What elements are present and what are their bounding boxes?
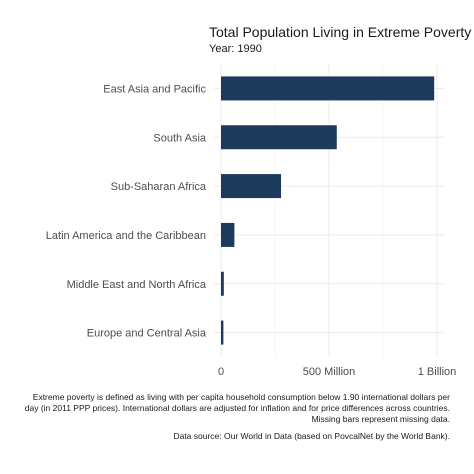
- x-tick-label: 0: [218, 366, 224, 378]
- data-source: Data source: Our World in Data (based on…: [173, 431, 450, 441]
- bar: [221, 320, 224, 345]
- chart-title: Total Population Living in Extreme Pover…: [209, 24, 472, 40]
- footnote-line: Extreme poverty is defined as living wit…: [32, 392, 450, 402]
- category-label: Middle East and North Africa: [67, 279, 207, 291]
- footnote-line: day (in 2011 PPP prices). International …: [24, 403, 450, 413]
- x-tick-label: 1 Billion: [418, 366, 457, 378]
- chart-subtitle: Year: 1990: [209, 43, 262, 55]
- footnote: Extreme poverty is defined as living wit…: [10, 392, 450, 425]
- category-label: Europe and Central Asia: [87, 328, 207, 340]
- x-tick-label: 500 Million: [303, 366, 356, 378]
- bar: [221, 271, 224, 296]
- bar: [221, 222, 235, 247]
- footnote-line: Missing bars represent missing data.: [311, 414, 450, 424]
- category-label: South Asia: [153, 132, 206, 144]
- bar: [221, 174, 282, 199]
- category-label: Latin America and the Caribbean: [46, 230, 206, 242]
- category-label: East Asia and Pacific: [103, 83, 206, 95]
- category-label: Sub-Saharan Africa: [111, 181, 207, 193]
- bar: [221, 125, 337, 150]
- bar: [221, 76, 435, 101]
